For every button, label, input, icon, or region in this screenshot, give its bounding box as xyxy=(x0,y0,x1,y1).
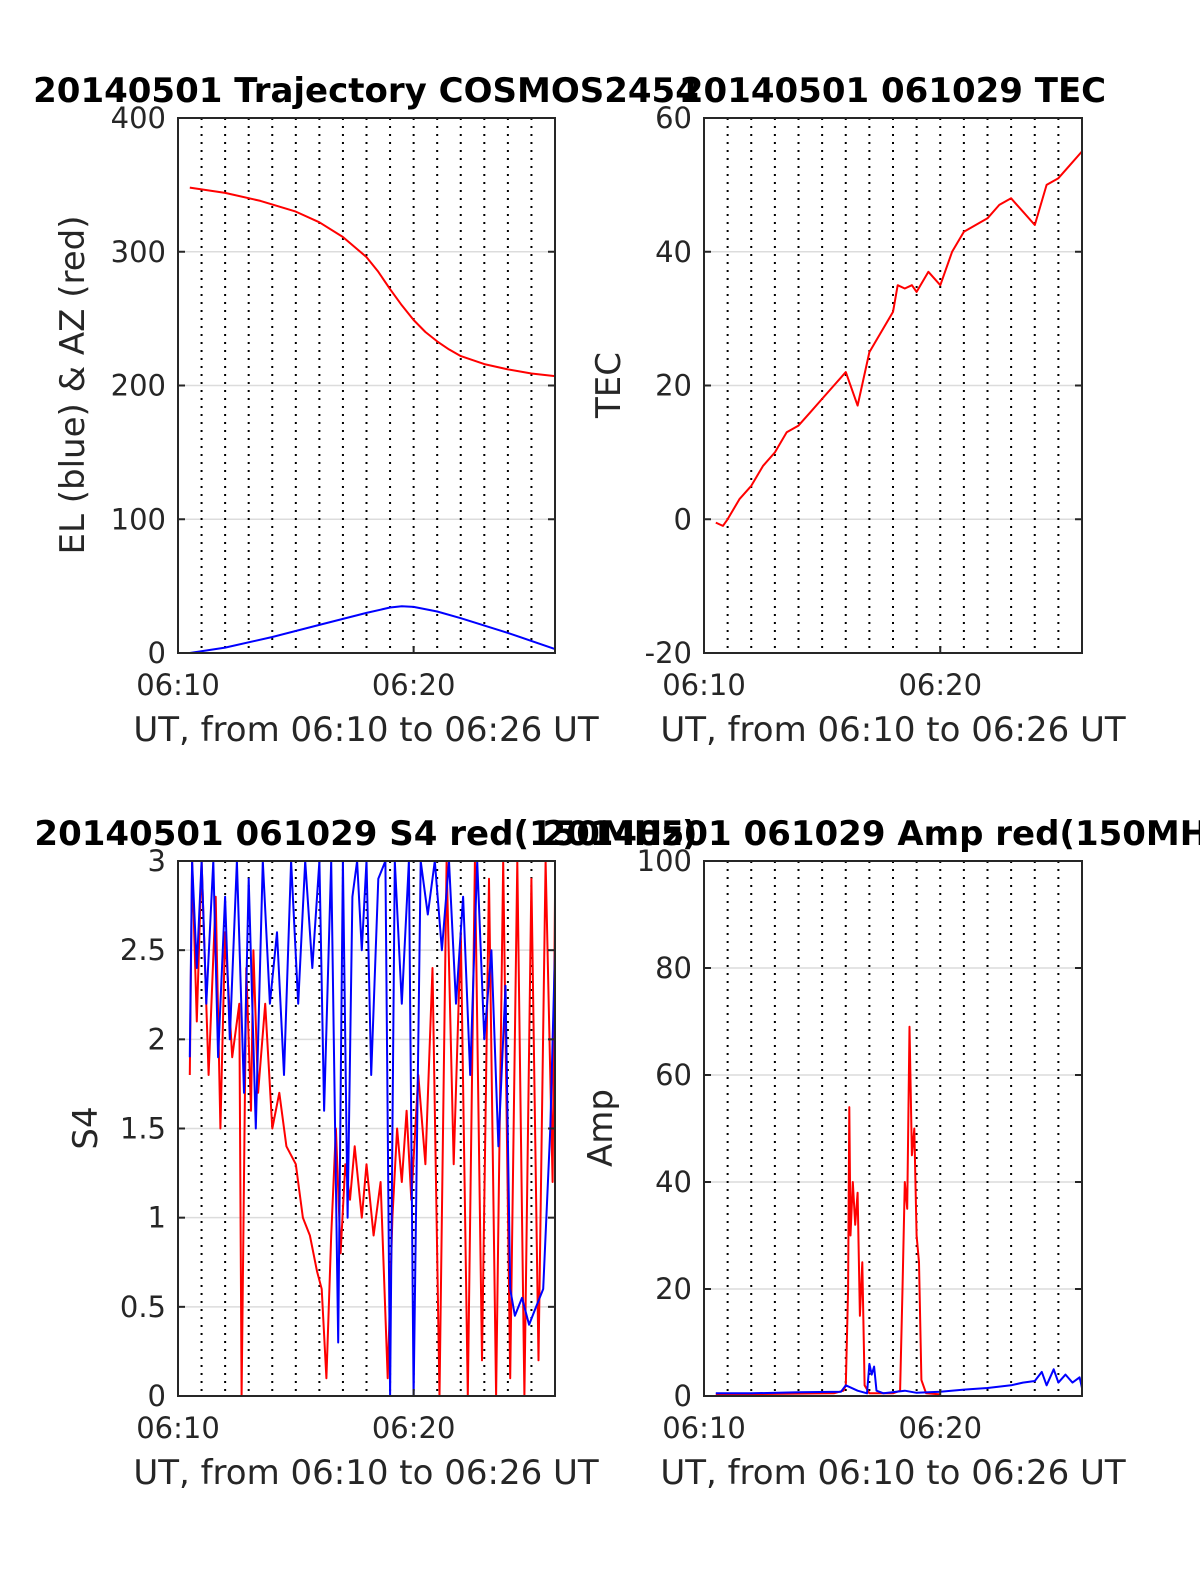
amp-y-tick-label: 100 xyxy=(637,844,692,878)
s4-x-tick-label: 06:20 xyxy=(372,1411,456,1445)
tec-x-axis-label: UT, from 06:10 to 06:26 UT xyxy=(660,710,1126,750)
amp-title: 20140501 061029 Amp red(150MHz) xyxy=(542,814,1200,854)
amp-x-tick-label: 06:20 xyxy=(898,1411,982,1445)
amp-y-axis-label: Amp xyxy=(581,1089,621,1167)
tec-x-tick-label: 06:20 xyxy=(898,668,982,702)
s4-y-tick-label: 2.5 xyxy=(120,933,166,967)
amp-grid xyxy=(704,860,1082,1397)
trajectory-y-tick-label: 200 xyxy=(111,369,166,403)
tec-y-tick-label: 60 xyxy=(655,101,692,135)
s4-panel: 20140501 061029 S4 red(150MHz) UT, from … xyxy=(34,814,697,1493)
s4-x-tick-label: 06:10 xyxy=(136,1411,220,1445)
tec-plot-area xyxy=(715,150,1082,527)
amp-y-tick-label: 20 xyxy=(655,1272,692,1306)
tec-y-axis-label: TEC xyxy=(589,352,629,419)
s4-y-tick-label: 2 xyxy=(148,1022,166,1056)
amp-x-axis-label: UT, from 06:10 to 06:26 UT xyxy=(660,1453,1126,1493)
trajectory-y-tick-label: 0 xyxy=(148,636,166,670)
tec-y-tick-label: 40 xyxy=(655,235,692,269)
amp-panel: 20140501 061029 Amp red(150MHz) UT, from… xyxy=(542,814,1200,1493)
s4-series-150mhz-line xyxy=(188,861,555,1396)
s4-title: 20140501 061029 S4 red(150MHz) xyxy=(34,814,697,854)
s4-x-axis-label: UT, from 06:10 to 06:26 UT xyxy=(133,1453,599,1493)
trajectory-x-tick-label: 06:10 xyxy=(136,668,220,702)
trajectory-y-tick-label: 400 xyxy=(111,101,166,135)
amp-y-tick-label: 80 xyxy=(655,951,692,985)
amp-plot-area xyxy=(715,1025,1082,1396)
tec-panel: 20140501 061029 TEC UT, from 06:10 to 06… xyxy=(589,71,1126,750)
trajectory-series-el-line xyxy=(189,605,555,653)
amp-y-tick-label: 0 xyxy=(674,1379,692,1413)
tec-grid xyxy=(704,117,1082,654)
tec-x-tick-label: 06:10 xyxy=(662,668,746,702)
s4-series-400mhz-line xyxy=(188,861,555,1396)
amp-y-tick-label: 60 xyxy=(655,1058,692,1092)
tec-title: 20140501 061029 TEC xyxy=(680,71,1106,111)
amp-y-tick-label: 40 xyxy=(655,1165,692,1199)
s4-plot-area xyxy=(188,861,555,1396)
trajectory-panel: 20140501 Trajectory COSMOS2454 UT, from … xyxy=(33,71,699,750)
s4-y-tick-label: 3 xyxy=(148,844,166,878)
trajectory-x-tick-label: 06:20 xyxy=(372,668,456,702)
tec-y-tick-label: 20 xyxy=(655,369,692,403)
trajectory-y-tick-label: 100 xyxy=(111,502,166,536)
trajectory-x-axis-label: UT, from 06:10 to 06:26 UT xyxy=(133,710,599,750)
trajectory-series-az-line xyxy=(189,186,555,378)
trajectory-y-axis-label: EL (blue) & AZ (red) xyxy=(53,215,93,554)
tec-y-tick-label: 0 xyxy=(674,502,692,536)
amp-series-150mhz-line xyxy=(715,1025,941,1396)
s4-y-tick-label: 0.5 xyxy=(120,1290,166,1324)
s4-y-axis-label: S4 xyxy=(66,1106,106,1149)
amp-series-400mhz-line xyxy=(715,1362,1082,1395)
trajectory-y-tick-label: 300 xyxy=(111,235,166,269)
s4-y-tick-label: 1 xyxy=(148,1201,166,1235)
amp-axes-frame xyxy=(703,860,1083,1397)
trajectory-title: 20140501 Trajectory COSMOS2454 xyxy=(33,71,699,111)
trajectory-plot-area xyxy=(189,186,555,653)
amp-x-tick-label: 06:10 xyxy=(662,1411,746,1445)
s4-y-tick-label: 1.5 xyxy=(120,1112,166,1146)
tec-series-tec-line xyxy=(715,150,1082,527)
s4-y-tick-label: 0 xyxy=(148,1379,166,1413)
tec-y-tick-label: -20 xyxy=(645,636,692,670)
